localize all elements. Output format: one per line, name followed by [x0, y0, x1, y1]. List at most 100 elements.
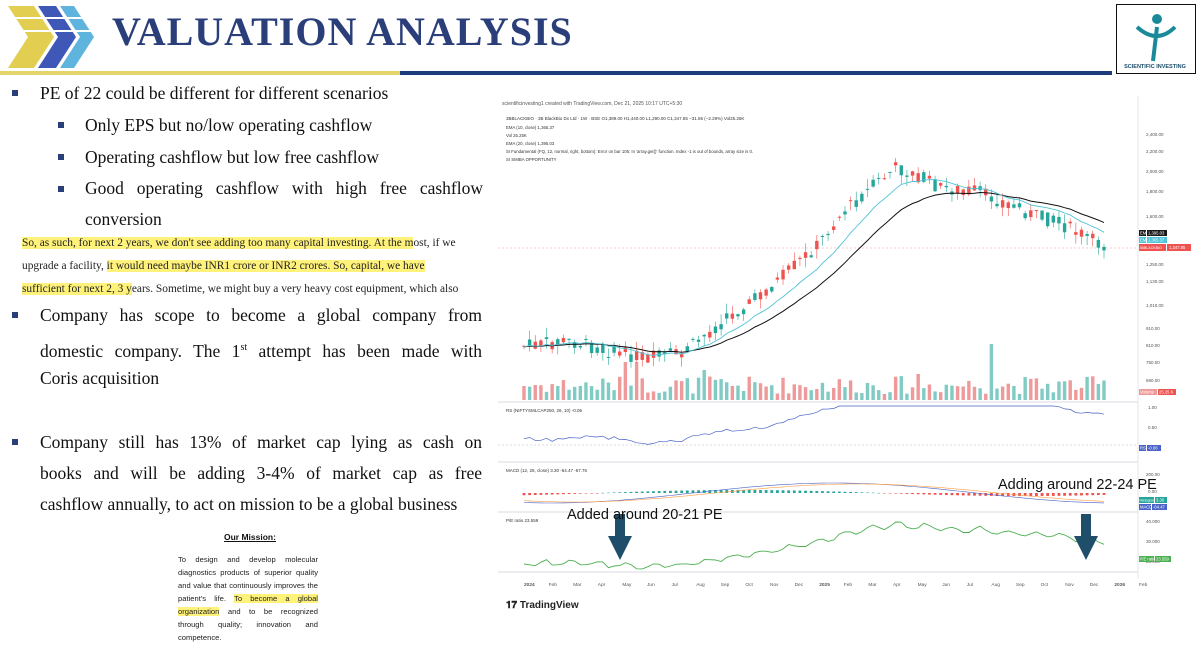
x-axis-tick: Aug — [696, 582, 705, 588]
candle-body — [589, 344, 594, 354]
ema10-tag-label: EMA — [1140, 238, 1149, 243]
macd-histogram-bar — [714, 490, 717, 493]
candle-body — [1057, 216, 1061, 224]
macd-histogram-bar — [736, 489, 740, 493]
tradingview-logo: 𝟏𝟕 TradingView — [506, 600, 579, 611]
volume-bar — [601, 378, 605, 400]
volume-bar — [888, 392, 892, 400]
volume-bar — [927, 384, 932, 400]
x-axis-tick: Mar — [573, 582, 582, 588]
macd-histogram-bar — [967, 493, 971, 496]
macd-histogram-bar — [911, 493, 914, 495]
macd-histogram-bar — [821, 491, 824, 493]
candle-body — [730, 313, 735, 319]
price-chart[interactable]: scientificinvesting1 created with Tradin… — [498, 96, 1192, 620]
volume-bar — [944, 384, 949, 400]
candle-body — [860, 193, 864, 202]
macd-histogram-bar — [961, 493, 965, 496]
macd-histogram-bar — [674, 490, 678, 493]
volume-bar — [725, 382, 729, 400]
volume-bar — [1012, 385, 1016, 400]
volume-bar — [572, 386, 577, 400]
volume-bar — [950, 385, 954, 400]
macd-histogram-bar — [899, 493, 903, 494]
chart-header-text: scientificinvesting1 created with Tradin… — [502, 101, 682, 107]
sub-bullet-eps: Only EPS but no/low operating cashflow — [85, 115, 373, 135]
candle-body — [1102, 246, 1106, 251]
volume-bar — [1000, 386, 1005, 400]
x-axis-tick: Dec — [795, 582, 804, 588]
page-title: VALUATION ANALYSIS — [112, 9, 573, 54]
candle-body — [663, 352, 667, 354]
macd-histogram-bar — [944, 493, 948, 496]
volume-bar — [781, 377, 785, 400]
volume-bar — [826, 391, 830, 400]
candle-body — [601, 344, 605, 353]
x-axis-tick: Nov — [770, 582, 779, 588]
volume-bar — [730, 386, 735, 400]
macd-histogram-bar — [781, 490, 785, 493]
candle-body — [556, 339, 560, 345]
candle-body — [578, 345, 583, 348]
candle-body — [719, 324, 723, 330]
candle-body — [584, 338, 588, 340]
ema20-legend: EMA (20, close) 1,395.03 — [506, 141, 555, 146]
volume-bar — [663, 391, 667, 400]
candle-body — [629, 354, 633, 362]
candle-body — [1040, 210, 1044, 220]
candle-body — [741, 309, 746, 315]
macd-histogram-bar — [894, 493, 898, 494]
bullet-cash-on-books-cont: books and will be adding 3-4% of market … — [40, 463, 482, 483]
volume-bar — [567, 389, 571, 400]
macd-histogram-bar — [956, 493, 959, 496]
candle-body — [651, 350, 656, 358]
volume-bar — [803, 387, 808, 400]
macd-histogram-bar — [545, 493, 548, 495]
volume-bar — [809, 390, 813, 400]
si-fundamental-legend: SI Fundamental (FQ, 12, normal, right, b… — [506, 149, 753, 154]
candle-body — [1096, 239, 1101, 248]
volume-bar — [753, 382, 757, 400]
bullet-marker — [58, 154, 64, 160]
x-axis-tick: 2026 — [1114, 582, 1125, 588]
pe-tag-label: P/E ratio — [1140, 557, 1157, 562]
volume-bar — [764, 386, 768, 400]
candle-body — [882, 178, 887, 180]
volume-tag: 25.25 K — [1159, 390, 1174, 395]
macd-histogram-bar — [742, 489, 746, 493]
mission-heading: Our Mission: — [224, 532, 276, 542]
macd-tag: -64.47 — [1153, 505, 1166, 510]
volume-bar — [668, 386, 673, 400]
volume-bar — [674, 380, 678, 400]
candle-body — [961, 189, 965, 196]
candle-body — [972, 185, 977, 191]
ema10-line — [523, 179, 1105, 356]
volume-bar — [646, 392, 650, 400]
macd-histogram-bar — [1029, 493, 1033, 497]
price-tick: 1,130.00 — [1146, 279, 1164, 284]
macd-histogram-bar — [1040, 493, 1044, 497]
macd-histogram-bar — [1091, 493, 1095, 496]
candle-body — [533, 341, 537, 349]
candle-body — [1068, 221, 1072, 224]
macd-histogram-bar — [657, 491, 661, 493]
candle-body — [753, 293, 757, 300]
candle-body — [770, 286, 774, 292]
macd-histogram-bar — [775, 490, 779, 493]
x-axis-tick: Apr — [893, 582, 901, 588]
pe-tick: 30.000 — [1146, 539, 1160, 544]
candle-body — [691, 338, 695, 340]
macd-line — [523, 482, 1105, 504]
macd-histogram-bar — [747, 489, 751, 493]
x-axis-tick: Feb — [549, 582, 558, 588]
macd-histogram-bar — [1102, 493, 1106, 495]
candle-body — [888, 171, 892, 173]
volume-bar — [606, 382, 611, 400]
volume-bar — [1057, 381, 1061, 400]
macd-histogram-bar — [984, 493, 988, 496]
macd-histogram-bar — [719, 489, 723, 493]
candle-body — [623, 347, 628, 353]
x-axis-tick: Oct — [745, 582, 753, 588]
candle-body — [572, 342, 577, 348]
volume-bar — [556, 385, 560, 400]
